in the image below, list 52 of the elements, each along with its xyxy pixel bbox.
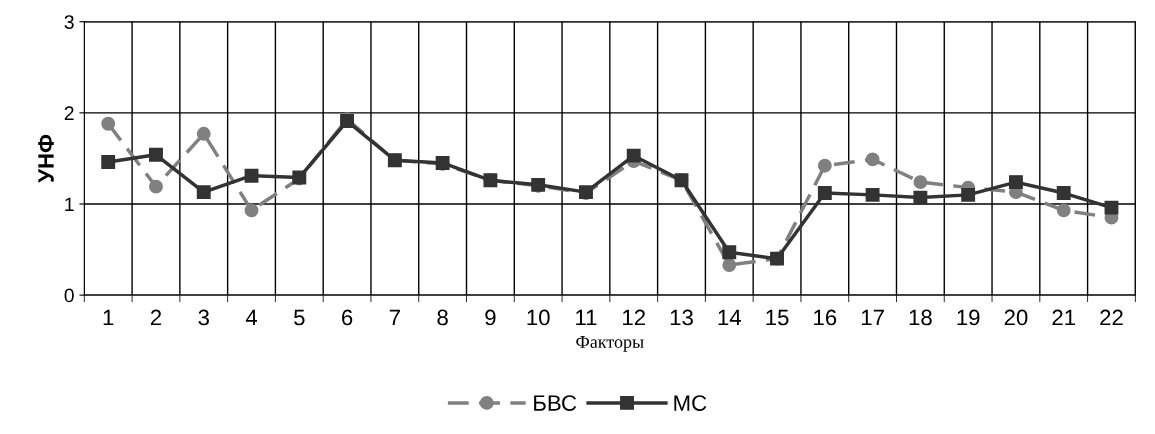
legend-label: МС <box>674 395 707 411</box>
y-tick-label: 0 <box>64 288 74 303</box>
point <box>149 147 163 162</box>
x-tick-label: 15 <box>766 309 789 326</box>
y-tick-label: 2 <box>64 106 74 120</box>
point <box>961 187 976 202</box>
x-tick-label: 8 <box>437 309 448 326</box>
point <box>149 179 163 194</box>
x-tick-label: 5 <box>294 309 305 326</box>
x-tick-label: 20 <box>1004 309 1028 326</box>
y-tick-label: 3 <box>64 15 74 29</box>
x-axis-title: Факторы <box>576 335 644 352</box>
point <box>913 175 928 190</box>
x-tick-label: 3 <box>198 309 209 326</box>
point <box>913 190 928 205</box>
y-axis-title: УНФ <box>38 134 54 183</box>
x-tick-label: 12 <box>623 309 645 326</box>
point <box>244 168 259 183</box>
x-tick-label: 6 <box>342 309 353 326</box>
point <box>196 185 211 200</box>
x-tick-label: 14 <box>718 309 741 326</box>
point <box>244 203 259 218</box>
point <box>817 186 832 200</box>
point <box>1056 186 1071 200</box>
point <box>722 258 737 272</box>
point <box>626 148 641 163</box>
x-tick-label: 11 <box>576 309 597 326</box>
x-tick-label: 17 <box>861 309 884 326</box>
legend-label: БВС <box>534 395 577 411</box>
point <box>865 187 880 202</box>
x-tick-label: 10 <box>527 309 550 326</box>
x-tick-label: 7 <box>389 309 400 326</box>
point <box>817 158 832 173</box>
point <box>1008 175 1023 190</box>
point <box>865 152 880 167</box>
point <box>722 245 737 260</box>
x-tick-label: 4 <box>245 309 258 326</box>
x-tick-label: 18 <box>909 309 932 326</box>
y-tick-label: 1 <box>65 197 74 212</box>
x-tick-label: 22 <box>1100 309 1123 326</box>
x-tick-label: 19 <box>957 309 980 326</box>
point <box>101 155 116 170</box>
point <box>196 126 211 141</box>
x-tick-label: 13 <box>670 309 693 326</box>
point <box>1056 203 1071 218</box>
x-tick-label: 21 <box>1052 309 1075 326</box>
point <box>101 116 116 131</box>
x-tick-label: 1 <box>103 309 114 326</box>
x-tick-label: 2 <box>150 309 162 326</box>
x-tick-label: 9 <box>485 309 496 326</box>
x-tick-label: 16 <box>814 309 837 326</box>
point <box>1104 200 1119 215</box>
